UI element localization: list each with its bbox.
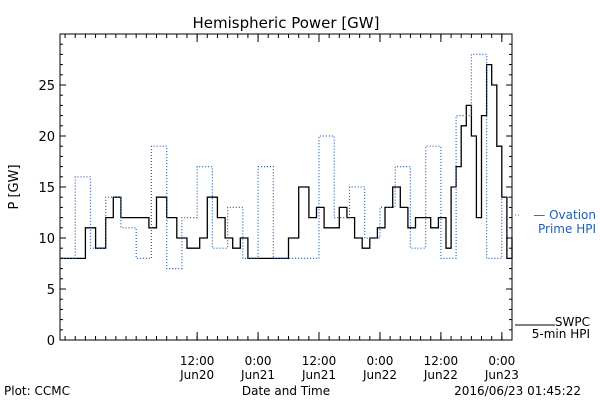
y-tick-label: 15: [38, 181, 55, 196]
series-line-swpc-hpi: [60, 63, 513, 260]
series-lines: [60, 53, 513, 270]
legend-label-swpc: SWPC: [555, 315, 590, 329]
plot-frame: [59, 33, 513, 341]
series-line-ovation-prime-hpi: [60, 53, 512, 270]
x-tick-time-label: 12:00: [302, 354, 337, 368]
x-axis-label: Date and Time: [242, 384, 330, 398]
x-tick-date-label: Jun21: [301, 368, 336, 382]
footer-timestamp: 2016/06/23 01:45:22: [454, 384, 581, 398]
y-tick-label: 20: [38, 130, 55, 145]
y-tick-label: 5: [47, 283, 55, 298]
x-tick-time-label: 0:00: [366, 354, 393, 368]
legend-label-swpc: 5-min HPI: [532, 327, 590, 341]
legend-label-ovation: — Ovation: [533, 208, 596, 222]
footer-plot-credit: Plot: CCMC: [4, 384, 70, 398]
x-tick-date-label: Jun22: [423, 368, 458, 382]
x-tick-date-label: Jun21: [240, 368, 275, 382]
y-axis-label: P [GW]: [7, 164, 22, 209]
legend-label-ovation: Prime HPI: [538, 222, 596, 236]
axis-ticks: 051015202512:00Jun200:00Jun2112:00Jun210…: [38, 34, 519, 382]
y-tick-label: 25: [38, 79, 55, 94]
x-tick-date-label: Jun20: [179, 368, 214, 382]
x-tick-time-label: 12:00: [180, 354, 215, 368]
x-tick-time-label: 0:00: [245, 354, 272, 368]
x-tick-date-label: Jun22: [362, 368, 397, 382]
y-tick-label: 0: [47, 334, 55, 349]
x-tick-date-label: Jun23: [484, 368, 519, 382]
x-tick-time-label: 0:00: [488, 354, 515, 368]
y-tick-label: 10: [38, 232, 55, 247]
chart-title: Hemispheric Power [GW]: [193, 14, 380, 32]
x-tick-time-label: 12:00: [424, 354, 459, 368]
